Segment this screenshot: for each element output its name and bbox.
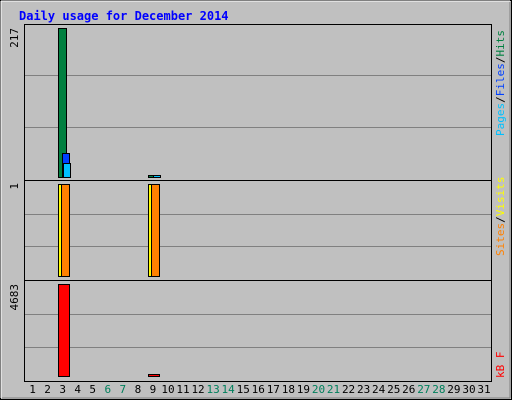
- legend-pages: Pages: [494, 103, 507, 136]
- bar-sites-day-3: [61, 184, 70, 277]
- x-label-day-29: 29: [447, 383, 460, 396]
- x-label-day-4: 4: [74, 383, 81, 396]
- x-label-day-18: 18: [282, 383, 295, 396]
- x-axis-labels: 1 2 3 4 5 6 7 8 9 10 11 12 13 14 15 16 17 18 19 20 21 22 23 24 2…: [29, 383, 490, 396]
- x-label-day-27: 27: [417, 383, 430, 396]
- x-label-day-24: 24: [372, 383, 386, 396]
- x-label-day-13: 13: [207, 383, 220, 396]
- legend-files: Files: [494, 63, 507, 96]
- x-label-day-30: 30: [462, 383, 475, 396]
- x-label-day-15: 15: [237, 383, 250, 396]
- bar-pages-day-9: [153, 175, 161, 178]
- chart-title: Daily usage for December 2014: [19, 9, 229, 23]
- x-label-day-8: 8: [135, 383, 142, 396]
- visits-scale-label: 1: [8, 183, 21, 190]
- hits-legend: Pages/Files/Hits: [494, 30, 507, 136]
- x-label-day-2: 2: [44, 383, 51, 396]
- x-label-day-17: 17: [267, 383, 280, 396]
- bar-kb-f-day-9: [148, 374, 160, 377]
- x-label-day-19: 19: [297, 383, 310, 396]
- bar-pages-day-3: [63, 163, 71, 178]
- x-label-day-28: 28: [432, 383, 445, 396]
- kbytes-scale-label: 4683: [8, 284, 21, 311]
- x-label-day-10: 10: [161, 383, 174, 396]
- grid-lines: [25, 75, 491, 348]
- x-label-day-14: 14: [222, 383, 236, 396]
- x-label-day-22: 22: [342, 383, 355, 396]
- x-label-day-21: 21: [327, 383, 340, 396]
- legend-sites: Sites: [494, 223, 507, 256]
- x-label-day-25: 25: [387, 383, 400, 396]
- x-label-day-26: 26: [402, 383, 415, 396]
- x-label-day-12: 12: [191, 383, 204, 396]
- x-label-day-16: 16: [252, 383, 265, 396]
- x-label-day-7: 7: [120, 383, 127, 396]
- bar-kb-f-day-3: [58, 284, 70, 377]
- legend-visits: Visits: [494, 177, 507, 217]
- legend-kbytes: kB F: [494, 352, 507, 379]
- visits-legend: Sites/Visits: [494, 177, 507, 257]
- x-label-day-5: 5: [89, 383, 96, 396]
- x-label-day-9: 9: [150, 383, 157, 396]
- x-label-day-31: 31: [477, 383, 490, 396]
- legend-hits: Hits: [494, 30, 507, 57]
- x-label-day-6: 6: [104, 383, 111, 396]
- legend-slash-1: /: [494, 96, 507, 103]
- bar-sites-day-9: [151, 184, 160, 277]
- x-label-day-1: 1: [29, 383, 36, 396]
- plot-border: [24, 24, 492, 382]
- legend-slash-2: /: [494, 57, 507, 64]
- hits-scale-label: 217: [8, 28, 21, 48]
- x-label-day-11: 11: [176, 383, 189, 396]
- x-label-day-23: 23: [357, 383, 370, 396]
- x-label-day-20: 20: [312, 383, 325, 396]
- x-label-day-3: 3: [59, 383, 66, 396]
- bars: [58, 28, 161, 377]
- legend-slash-3: /: [494, 216, 507, 223]
